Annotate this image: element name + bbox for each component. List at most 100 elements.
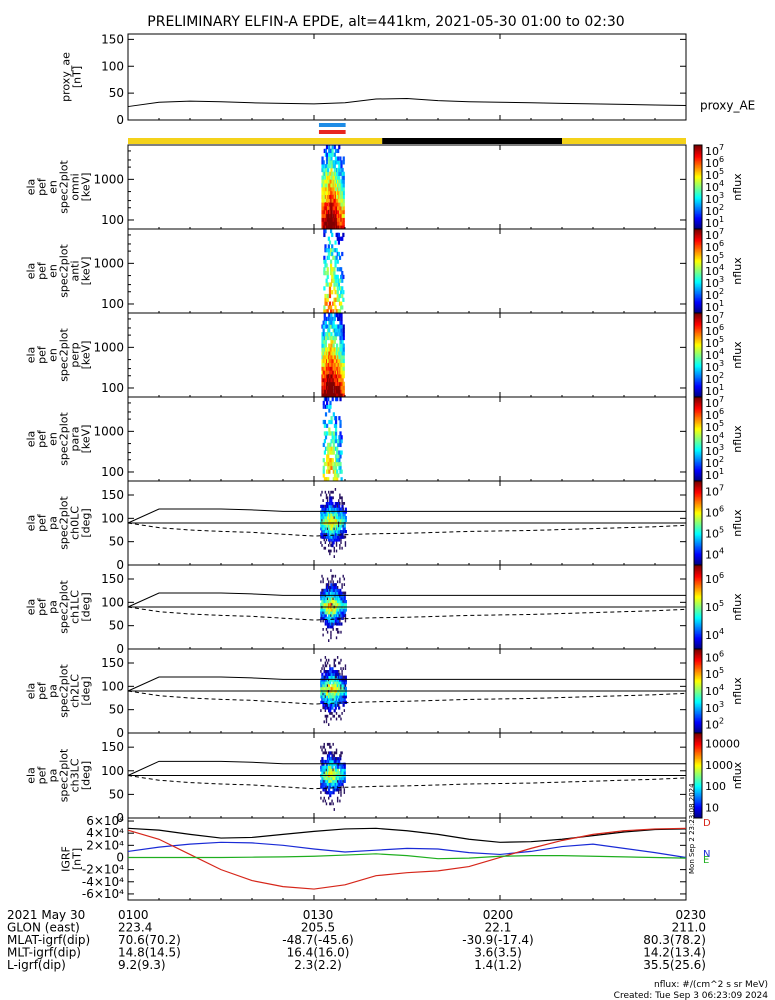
pa-ch0-colorbar-swatch bbox=[694, 499, 702, 502]
pitch-angle-cell bbox=[321, 779, 324, 783]
pitch-angle-cell bbox=[335, 502, 339, 506]
spectrogram-cell bbox=[333, 358, 336, 364]
pitch-angle-cell bbox=[339, 580, 341, 584]
pitch-angle-cell bbox=[329, 757, 332, 761]
pitch-angle-cell bbox=[322, 504, 325, 508]
pitch-angle-cell bbox=[335, 530, 339, 534]
pitch-angle-cell bbox=[334, 762, 337, 766]
pa-ch2-colorbar-swatch bbox=[694, 714, 702, 717]
igrf-component-label: E bbox=[703, 855, 709, 866]
spectrogram-cell bbox=[338, 190, 341, 196]
pitch-angle-cell bbox=[322, 788, 325, 792]
spectrogram-cell bbox=[340, 316, 343, 322]
pitch-angle-cell bbox=[340, 675, 343, 679]
spectrogram-cell bbox=[341, 221, 344, 226]
spectrogram-cell bbox=[331, 377, 334, 383]
pitch-angle-cell bbox=[336, 580, 339, 584]
pa-ch2-colorbar-swatch bbox=[694, 681, 702, 684]
pitch-angle-cell bbox=[321, 768, 324, 772]
spec-anti-colorbar-swatch bbox=[694, 257, 702, 259]
pitch-angle-cell bbox=[324, 614, 327, 618]
footer-row-value: 1.4(1.2) bbox=[474, 958, 522, 972]
pitch-angle-cell bbox=[336, 779, 339, 783]
pitch-angle-cell bbox=[336, 518, 340, 522]
pitch-angle-cell bbox=[339, 591, 342, 595]
pa-ch2-colorbar-swatch bbox=[694, 658, 702, 661]
spectrogram-cell bbox=[331, 290, 334, 295]
spectrogram-cell bbox=[331, 267, 334, 272]
spectrogram-cell bbox=[337, 183, 340, 188]
spectrogram-cell bbox=[322, 366, 325, 371]
pitch-angle-cell bbox=[330, 583, 333, 587]
spectrogram-cell bbox=[326, 274, 329, 280]
spectrogram-cell bbox=[331, 160, 334, 165]
spec-perp-tick-label: 1000 bbox=[93, 340, 124, 354]
pitch-angle-cell bbox=[343, 518, 346, 522]
spec-para-colorbar-swatch bbox=[694, 433, 702, 436]
pitch-angle-cell bbox=[336, 513, 340, 517]
pitch-angle-cell bbox=[329, 667, 332, 671]
spec-para-colorbar-swatch bbox=[694, 462, 702, 465]
spectrogram-cell bbox=[333, 183, 336, 188]
pitch-angle-cell bbox=[340, 686, 342, 690]
spectrogram-cell bbox=[333, 187, 336, 192]
orbit-segment bbox=[128, 138, 383, 144]
pa-ch2-colorbar-tick-exponent: 4 bbox=[719, 683, 724, 692]
spec-anti-colorbar-swatch bbox=[694, 237, 702, 240]
spec-anti-colorbar-swatch bbox=[694, 286, 702, 289]
pa-ch2-colorbar-swatch bbox=[694, 720, 702, 723]
pitch-angle-cell bbox=[329, 532, 332, 536]
pitch-angle-cell bbox=[325, 538, 328, 542]
spec-para-colorbar-swatch bbox=[694, 451, 702, 454]
pitch-angle-cell bbox=[324, 768, 327, 772]
spectrogram-cell bbox=[337, 179, 340, 184]
spec-perp-colorbar-swatch bbox=[694, 385, 702, 388]
spec-para-colorbar-swatch bbox=[694, 439, 702, 441]
pa-ch2-colorbar-swatch bbox=[694, 726, 702, 728]
spectrogram-cell bbox=[323, 358, 326, 364]
pitch-angle-cell bbox=[328, 757, 331, 761]
spectrogram-cell bbox=[328, 175, 331, 180]
pitch-angle-cell bbox=[339, 524, 342, 528]
pitch-angle-cell bbox=[331, 751, 333, 755]
pitch-angle-cell bbox=[340, 658, 342, 662]
pitch-angle-cell bbox=[335, 538, 339, 542]
spec-perp-colorbar-swatch bbox=[694, 324, 702, 327]
spectrogram-cell bbox=[334, 225, 338, 230]
spec-para-colorbar-swatch bbox=[694, 416, 702, 419]
spectrogram-cell bbox=[324, 377, 327, 383]
pitch-angle-cell bbox=[330, 619, 333, 623]
spectrogram-cell bbox=[329, 374, 332, 379]
spectrogram-cell bbox=[331, 431, 334, 436]
spec-para-colorbar-swatch bbox=[694, 436, 702, 439]
spectrogram-cell bbox=[321, 206, 324, 211]
spectrogram-cell bbox=[331, 190, 334, 196]
pitch-angle-cell bbox=[343, 768, 346, 772]
pa-ch2-colorbar-swatch bbox=[694, 696, 702, 699]
spectrogram-cell bbox=[339, 209, 342, 215]
pitch-angle-cell bbox=[334, 765, 337, 769]
spectrogram-cell bbox=[324, 171, 327, 176]
igrf-tick-label: 4×10⁴ bbox=[86, 826, 124, 840]
pitch-angle-cell bbox=[341, 616, 344, 620]
pa-ch1-colorbar-tick-label: 106 bbox=[705, 571, 724, 586]
pitch-angle-cell bbox=[338, 779, 341, 783]
pitch-angle-cell bbox=[324, 510, 327, 514]
pitch-angle-cell bbox=[329, 779, 332, 783]
pa-ch1-colorbar-swatch bbox=[694, 646, 702, 649]
pitch-angle-cell bbox=[335, 600, 339, 604]
pitch-angle-cell bbox=[321, 588, 323, 592]
pitch-angle-cell bbox=[321, 698, 324, 702]
spectrogram-cell bbox=[321, 332, 324, 337]
pitch-angle-cell bbox=[328, 700, 331, 704]
pitch-angle-cell bbox=[320, 759, 322, 763]
pitch-angle-cell bbox=[324, 672, 327, 676]
pitch-angle-cell bbox=[342, 771, 345, 775]
spec-para-tick-label: 100 bbox=[101, 465, 124, 479]
pa-ch3-colorbar-swatch bbox=[694, 761, 702, 764]
spectrogram-cell bbox=[340, 194, 343, 199]
spectrogram-cell bbox=[333, 267, 336, 272]
spectrogram-cell bbox=[329, 400, 332, 406]
